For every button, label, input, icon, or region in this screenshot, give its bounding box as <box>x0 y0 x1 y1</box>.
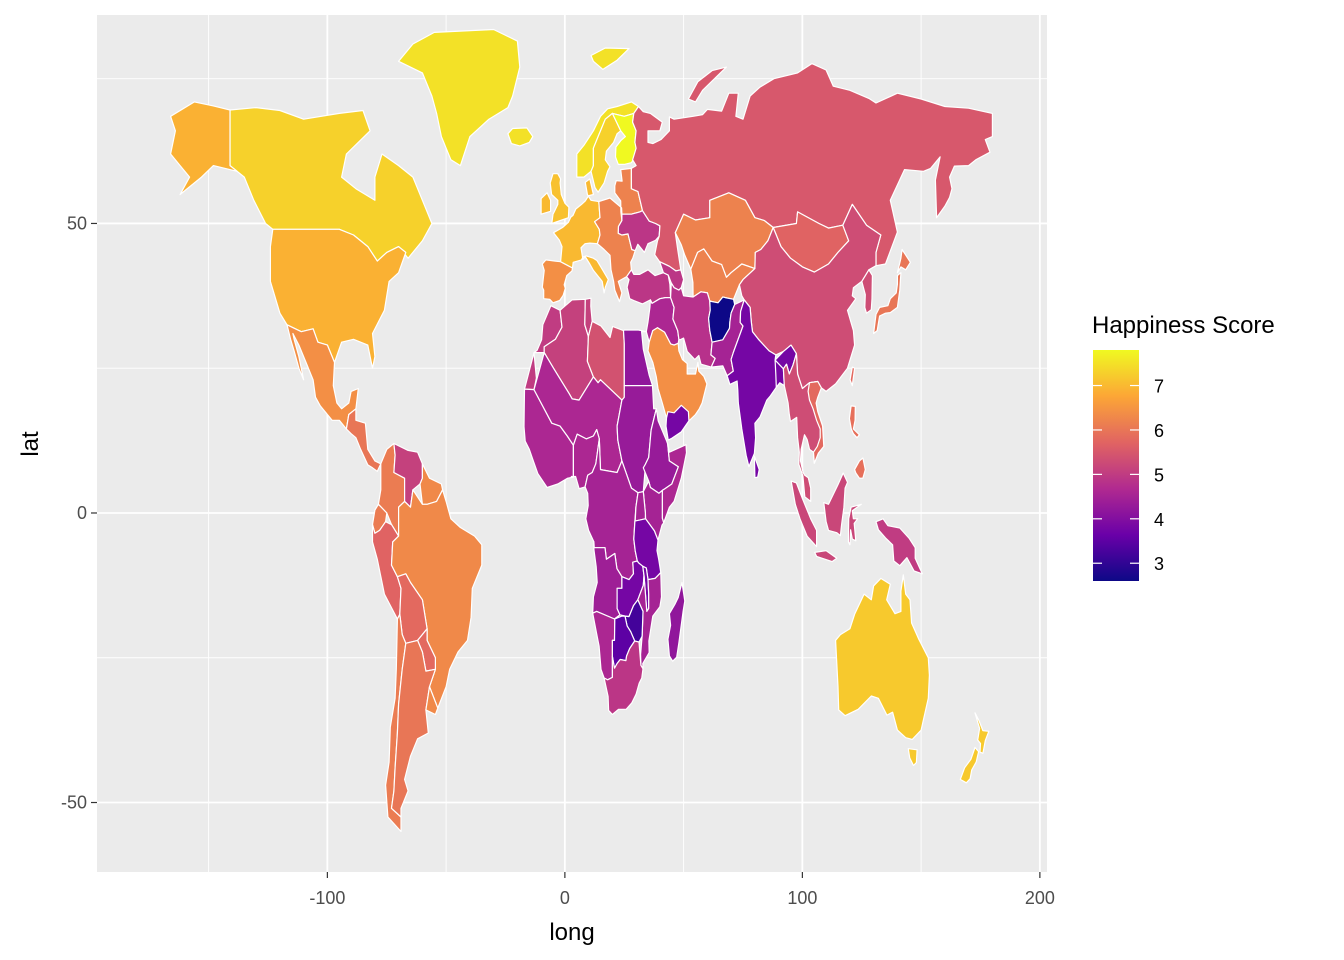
country-sulawesi <box>847 503 862 546</box>
legend-colorbar <box>1093 350 1139 581</box>
country-australia <box>834 574 931 741</box>
country-mexico <box>286 324 359 430</box>
country-argentina <box>390 639 436 818</box>
country-japan <box>872 272 902 335</box>
country-tasmania <box>907 748 918 767</box>
x-tick-label: 100 <box>787 888 817 908</box>
country-south-africa <box>603 640 644 716</box>
country-united-kingdom <box>549 173 570 225</box>
country-polygons <box>170 28 994 833</box>
country-borneo <box>823 472 849 537</box>
legend-title: Happiness Score <box>1092 312 1275 339</box>
country-novaya-zemlya <box>687 66 728 103</box>
country-ireland <box>540 192 552 215</box>
country-egypt <box>622 329 654 387</box>
country-svalbard <box>590 47 630 71</box>
legend-ticks: 3 4 5 6 7 <box>1093 377 1164 574</box>
legend-label: 5 <box>1154 465 1164 485</box>
country-greenland <box>398 28 521 167</box>
legend: Happiness Score 3 4 5 6 7 <box>1092 312 1275 581</box>
country-madagascar <box>667 581 686 662</box>
country-iberia <box>541 259 574 304</box>
country-korea <box>861 269 874 314</box>
y-axis-ticks: -50 0 50 <box>61 213 97 813</box>
x-tick-label: 0 <box>560 888 570 908</box>
country-vietnam <box>807 380 825 464</box>
y-tick-label: 0 <box>77 503 87 523</box>
country-sweden <box>590 112 622 193</box>
country-hokkaido <box>896 248 912 274</box>
country-new-zealand <box>974 712 990 754</box>
legend-label: 4 <box>1154 510 1164 530</box>
y-axis-title: lat <box>17 431 44 457</box>
legend-label: 6 <box>1154 421 1164 441</box>
legend-label: 7 <box>1154 377 1164 397</box>
x-tick-label: 200 <box>1025 888 1055 908</box>
country-java <box>814 549 838 563</box>
country-somalia <box>661 443 688 524</box>
x-axis-ticks: -100 0 100 200 <box>309 872 1055 908</box>
country-taiwan <box>849 366 856 387</box>
country-new-guinea <box>875 518 923 575</box>
country-alaska <box>170 101 238 196</box>
country-iceland <box>507 127 534 147</box>
country-south-island <box>959 746 980 784</box>
x-tick-label: -100 <box>309 888 345 908</box>
x-axis-title: long <box>549 919 594 946</box>
country-philippines <box>848 405 861 439</box>
country-mindanao <box>853 457 866 479</box>
country-yemen <box>665 404 690 441</box>
country-indonesia <box>790 480 818 548</box>
country-uruguay <box>425 686 439 716</box>
y-tick-label: 50 <box>67 213 87 233</box>
legend-label: 3 <box>1154 554 1164 574</box>
country-saudi-arabia <box>647 327 708 441</box>
country-sri-lanka <box>753 455 760 479</box>
y-tick-label: -50 <box>61 793 87 813</box>
